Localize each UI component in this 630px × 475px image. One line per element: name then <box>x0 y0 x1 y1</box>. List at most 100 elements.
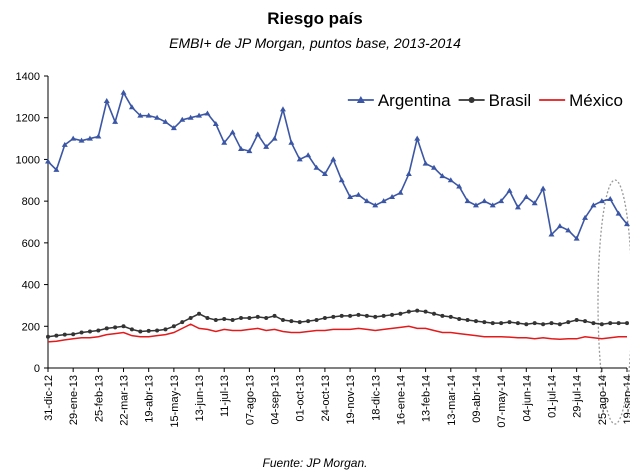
point-marker <box>405 171 412 177</box>
point-marker <box>422 160 429 166</box>
point-marker <box>145 112 152 118</box>
point-marker <box>498 198 505 204</box>
point-marker <box>415 308 420 313</box>
legend-label: Brasil <box>489 91 532 110</box>
x-tick-label: 13-feb-14 <box>421 375 433 422</box>
point-marker <box>188 315 193 320</box>
source-note: Fuente: JP Morgan. <box>263 456 368 470</box>
point-marker <box>297 320 302 325</box>
point-marker <box>62 332 67 337</box>
point-marker <box>45 158 51 164</box>
point-marker <box>263 143 270 149</box>
point-marker <box>61 141 68 147</box>
point-marker <box>322 315 327 320</box>
legend-label: Argentina <box>378 91 451 110</box>
point-marker <box>481 198 488 204</box>
point-marker <box>556 223 563 229</box>
point-marker <box>625 321 629 326</box>
point-marker <box>79 330 84 335</box>
point-marker <box>138 329 143 334</box>
highlight-ellipse <box>597 179 630 425</box>
point-marker <box>288 139 295 145</box>
point-marker <box>229 129 236 135</box>
y-tick-label: 200 <box>22 321 40 333</box>
point-marker <box>565 227 572 233</box>
x-tick-label: 31-dic-12 <box>43 375 55 421</box>
point-marker <box>515 321 520 326</box>
point-marker <box>155 328 160 333</box>
x-tick-label: 16-ene-14 <box>395 375 407 425</box>
point-marker <box>338 177 345 183</box>
point-marker <box>624 221 630 227</box>
legend-label: México <box>569 91 623 110</box>
point-marker <box>414 135 421 141</box>
x-tick-label: 19-abr-13 <box>144 375 156 423</box>
x-tick-label: 09-abr-14 <box>471 375 483 423</box>
point-marker <box>96 328 101 333</box>
point-marker <box>381 313 386 318</box>
point-marker <box>615 210 622 216</box>
legend-marker <box>356 96 365 103</box>
point-marker <box>372 202 379 208</box>
point-marker <box>121 324 126 329</box>
point-marker <box>279 106 286 112</box>
x-tick-label: 29-jul-14 <box>572 375 584 418</box>
point-marker <box>590 202 597 208</box>
point-marker <box>331 314 336 319</box>
x-tick-label: 25-feb-13 <box>93 375 105 422</box>
point-marker <box>289 319 294 324</box>
x-tick-label: 19-nov-13 <box>345 375 357 425</box>
x-tick-label: 07-may-14 <box>496 375 508 428</box>
x-tick-label: 04-jun-14 <box>521 375 533 421</box>
point-marker <box>598 198 605 204</box>
point-marker <box>113 325 118 330</box>
y-tick-label: 1400 <box>16 71 40 83</box>
point-marker <box>380 198 387 204</box>
point-marker <box>599 322 604 327</box>
point-marker <box>465 318 470 323</box>
point-marker <box>306 319 311 324</box>
point-marker <box>557 322 562 327</box>
y-tick-label: 1200 <box>16 113 40 125</box>
chart-subtitle: EMBI+ de JP Morgan, puntos base, 2013-20… <box>169 35 461 51</box>
point-marker <box>373 314 378 319</box>
point-marker <box>591 321 596 326</box>
point-marker <box>464 198 471 204</box>
point-marker <box>154 114 161 120</box>
point-marker <box>120 89 127 95</box>
point-marker <box>406 309 411 314</box>
point-marker <box>608 321 613 326</box>
point-marker <box>456 183 463 189</box>
point-marker <box>448 314 453 319</box>
point-marker <box>196 112 203 118</box>
point-marker <box>128 104 135 110</box>
point-marker <box>355 191 362 197</box>
x-tick-label: 13-mar-14 <box>446 375 458 426</box>
point-marker <box>431 164 437 170</box>
point-marker <box>541 322 546 327</box>
point-marker <box>616 321 621 326</box>
point-marker <box>179 116 186 122</box>
point-marker <box>53 166 60 172</box>
point-marker <box>507 320 512 325</box>
point-marker <box>163 327 168 332</box>
point-marker <box>255 314 260 319</box>
legend: México Brasil Argentina <box>347 91 623 110</box>
point-marker <box>447 177 454 183</box>
point-marker <box>330 156 337 162</box>
point-marker <box>423 309 428 314</box>
point-marker <box>472 202 479 208</box>
point-marker <box>171 324 176 329</box>
point-marker <box>532 321 537 326</box>
x-tick-label: 15-may-13 <box>169 375 181 428</box>
point-marker <box>347 193 354 199</box>
x-tick-label: 19-sep-14 <box>622 375 630 425</box>
point-marker <box>348 313 353 318</box>
point-marker <box>363 198 370 204</box>
point-marker <box>221 139 228 145</box>
point-marker <box>607 196 614 202</box>
x-tick-label: 07-ago-13 <box>244 375 256 425</box>
x-tick-label: 01-jul-14 <box>546 375 558 418</box>
